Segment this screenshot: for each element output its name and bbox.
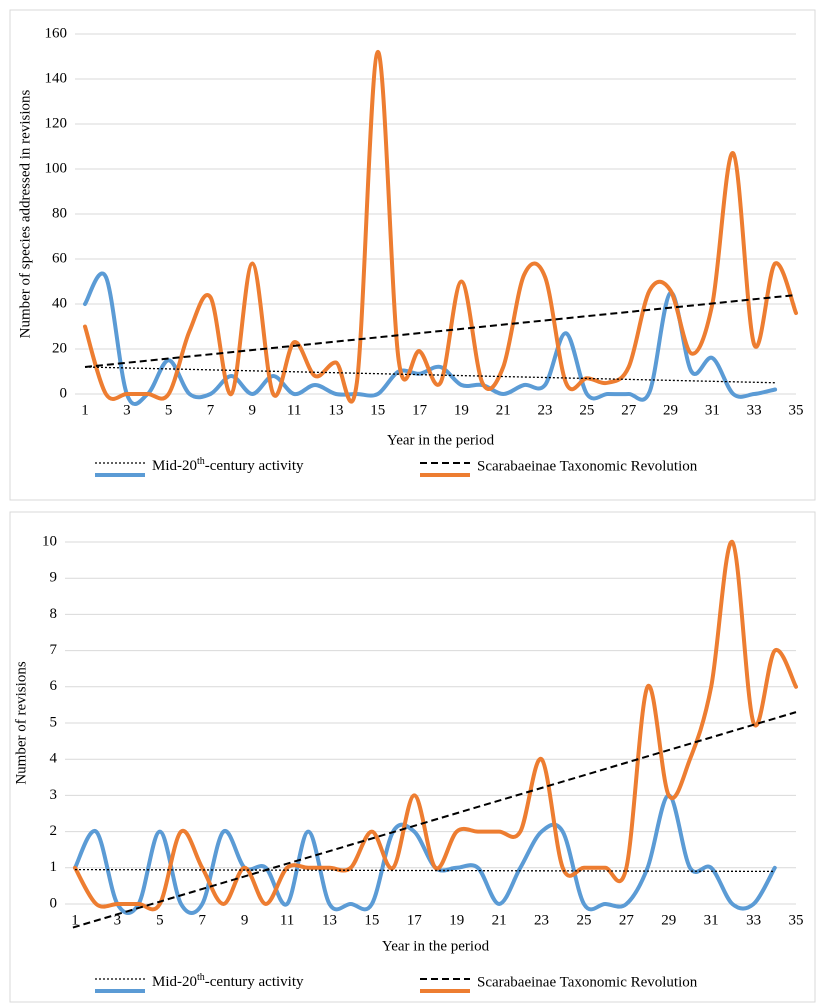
x-tick-label: 15 bbox=[370, 402, 385, 418]
y-tick-label: 6 bbox=[50, 678, 58, 694]
x-tick-label: 35 bbox=[789, 912, 804, 928]
trend-line bbox=[72, 711, 797, 929]
trend-line bbox=[84, 294, 797, 368]
series-line bbox=[83, 49, 798, 404]
x-tick-label: 11 bbox=[287, 402, 301, 418]
x-tick-label: 19 bbox=[449, 912, 464, 928]
text-part: -century activity bbox=[205, 974, 304, 990]
x-tick-label: 1 bbox=[71, 912, 79, 928]
x-tick-label: 5 bbox=[165, 402, 173, 418]
text-part: Mid-20 bbox=[152, 458, 197, 474]
y-tick-label: 0 bbox=[50, 895, 58, 911]
x-tick-label: 33 bbox=[746, 912, 761, 928]
panel-frame bbox=[9, 9, 816, 501]
y-tick-label: 5 bbox=[50, 714, 58, 730]
x-tick-label: 17 bbox=[407, 912, 423, 928]
y-tick-label: 7 bbox=[50, 642, 58, 658]
series-line bbox=[73, 539, 798, 912]
superscript: th bbox=[197, 972, 205, 983]
y-tick-label: 3 bbox=[50, 787, 58, 803]
legend-label: Scarabaeinae Taxonomic Revolution bbox=[477, 974, 698, 990]
x-tick-label: 21 bbox=[492, 912, 507, 928]
y-tick-label: 60 bbox=[52, 250, 67, 266]
y-tick-label: 8 bbox=[50, 606, 58, 622]
y-tick-label: 160 bbox=[45, 25, 68, 41]
x-tick-label: 31 bbox=[704, 912, 719, 928]
series-line bbox=[83, 271, 778, 406]
x-tick-label: 3 bbox=[114, 912, 122, 928]
x-tick-label: 9 bbox=[241, 912, 249, 928]
trend-line bbox=[74, 868, 775, 873]
x-tick-label: 27 bbox=[619, 912, 635, 928]
superscript: th bbox=[197, 456, 205, 467]
y-tick-label: 20 bbox=[52, 340, 67, 356]
y-tick-label: 120 bbox=[45, 115, 68, 131]
y-axis-label: Number of species addressed in revisions bbox=[17, 89, 33, 338]
trend-line bbox=[84, 366, 776, 384]
y-tick-label: 4 bbox=[50, 751, 58, 767]
x-tick-label: 13 bbox=[328, 402, 343, 418]
x-tick-label: 5 bbox=[156, 912, 164, 928]
x-tick-label: 29 bbox=[661, 912, 676, 928]
y-tick-label: 100 bbox=[45, 160, 68, 176]
y-tick-label: 9 bbox=[50, 570, 58, 586]
text-part: Mid-20 bbox=[152, 974, 197, 990]
x-tick-label: 27 bbox=[621, 402, 637, 418]
panel-frame bbox=[9, 511, 816, 1003]
x-axis-label: Year in the period bbox=[387, 432, 495, 448]
x-tick-label: 15 bbox=[364, 912, 379, 928]
y-axis-label: Number of revisions bbox=[13, 661, 29, 784]
x-tick-label: 13 bbox=[322, 912, 337, 928]
x-tick-label: 11 bbox=[280, 912, 294, 928]
text-part: -century activity bbox=[205, 458, 304, 474]
legend-label: Mid-20th-century activity bbox=[152, 972, 304, 990]
x-tick-label: 7 bbox=[207, 402, 215, 418]
series-line bbox=[73, 793, 777, 916]
y-tick-label: 2 bbox=[50, 823, 58, 839]
legend-label: Scarabaeinae Taxonomic Revolution bbox=[477, 458, 698, 474]
legend-label: Mid-20th-century activity bbox=[152, 456, 304, 474]
y-tick-label: 140 bbox=[45, 70, 68, 86]
y-tick-label: 80 bbox=[52, 205, 67, 221]
x-tick-label: 7 bbox=[198, 912, 206, 928]
x-tick-label: 1 bbox=[81, 402, 89, 418]
x-tick-label: 33 bbox=[747, 402, 762, 418]
y-tick-label: 1 bbox=[50, 859, 58, 875]
x-tick-label: 35 bbox=[789, 402, 804, 418]
x-tick-label: 21 bbox=[496, 402, 511, 418]
y-tick-label: 40 bbox=[52, 295, 67, 311]
x-tick-label: 3 bbox=[123, 402, 131, 418]
y-tick-label: 10 bbox=[42, 533, 57, 549]
x-tick-label: 23 bbox=[534, 912, 549, 928]
x-tick-label: 9 bbox=[249, 402, 257, 418]
x-tick-label: 25 bbox=[579, 402, 594, 418]
x-tick-label: 19 bbox=[454, 402, 469, 418]
x-tick-label: 31 bbox=[705, 402, 720, 418]
x-tick-label: 17 bbox=[412, 402, 428, 418]
x-axis-label: Year in the period bbox=[382, 938, 490, 954]
y-tick-label: 0 bbox=[60, 385, 68, 401]
x-tick-label: 23 bbox=[538, 402, 553, 418]
x-tick-label: 29 bbox=[663, 402, 678, 418]
x-tick-label: 25 bbox=[576, 912, 591, 928]
